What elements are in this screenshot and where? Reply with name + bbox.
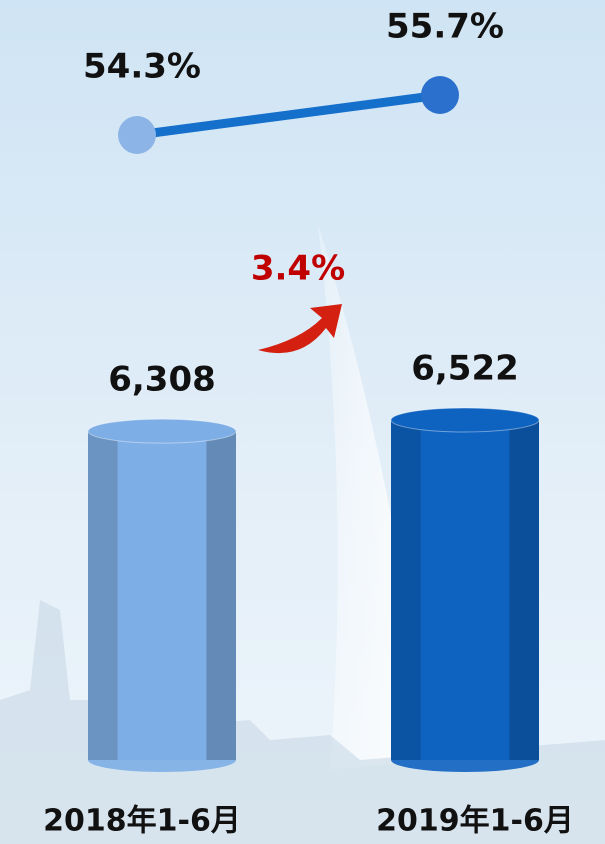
line-marker (421, 76, 459, 114)
growth-annotation: 3.4% (251, 249, 345, 289)
x-tick-label: 2019年1-6月 (376, 804, 574, 839)
bar-shade (88, 431, 118, 760)
value-label: 55.7% (386, 7, 504, 47)
line-marker (118, 116, 156, 154)
value-label: 6,308 (108, 360, 216, 400)
value-label: 54.3% (83, 47, 201, 87)
bar (391, 420, 539, 760)
bar-shade (509, 420, 539, 760)
growth-arrow (258, 304, 342, 354)
x-tick-label: 2018年1-6月 (43, 804, 241, 839)
value-label: 6,522 (411, 349, 519, 389)
city-decoration (0, 600, 605, 844)
bar-top (87, 418, 237, 444)
bar (88, 431, 236, 760)
bar-top (390, 407, 540, 433)
bar-shade (206, 431, 236, 760)
line (136, 90, 441, 140)
bar-shade (391, 420, 421, 760)
